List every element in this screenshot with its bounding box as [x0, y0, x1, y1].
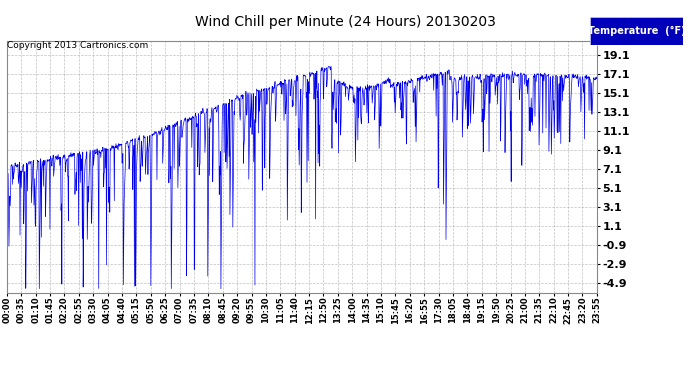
- Text: Temperature  (°F): Temperature (°F): [588, 26, 685, 36]
- Text: Copyright 2013 Cartronics.com: Copyright 2013 Cartronics.com: [7, 41, 148, 50]
- Text: Wind Chill per Minute (24 Hours) 20130203: Wind Chill per Minute (24 Hours) 2013020…: [195, 15, 495, 29]
